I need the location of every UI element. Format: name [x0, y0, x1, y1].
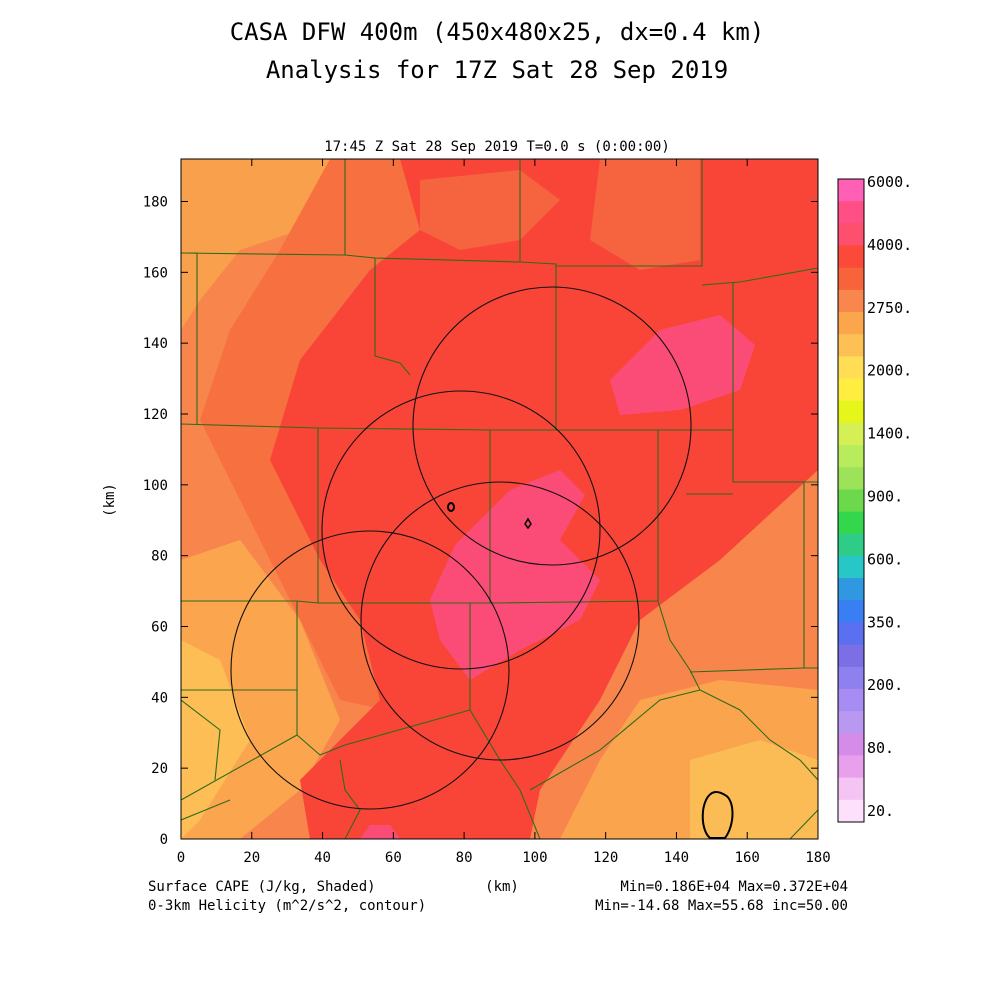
- plot-header: 17:45 Z Sat 28 Sep 2019 T=0.0 s (0:00:00…: [324, 139, 670, 155]
- colorbar-swatch: [838, 666, 864, 690]
- colorbar-swatch: [838, 267, 864, 291]
- radar-ring: [412, 286, 692, 566]
- colorbar-swatch: [838, 223, 864, 247]
- y-tick-label: 180: [143, 195, 168, 211]
- colorbar-swatch: [838, 312, 864, 335]
- x-tick-label: 120: [593, 850, 618, 866]
- y-tick-label: 120: [143, 407, 168, 423]
- x-tick-label: 0: [177, 850, 185, 866]
- x-tick-label: 40: [314, 850, 331, 866]
- x-axis-label: (km): [485, 879, 519, 895]
- colorbar-label: 80.: [867, 739, 894, 757]
- colorbar-swatch: [838, 533, 864, 557]
- y-axis-label: (km): [102, 483, 118, 517]
- y-tick-label: 80: [151, 549, 168, 565]
- field1-stats: Min=0.186E+04 Max=0.372E+04: [620, 879, 848, 895]
- colorbar-swatch: [838, 378, 864, 402]
- y-axis: 0 20 40 60 80 100 120 140 160 180: [143, 195, 818, 848]
- colorbar-swatch: [838, 289, 864, 313]
- field2-stats: Min=-14.68 Max=55.68 inc=50.00: [595, 898, 848, 914]
- colorbar-swatch: [838, 511, 864, 535]
- y-tick-label: 140: [143, 336, 168, 352]
- colorbar-swatch: [838, 555, 864, 579]
- field1-label: Surface CAPE (J/kg, Shaded): [148, 879, 376, 895]
- helicity-contour: [701, 790, 734, 839]
- x-tick-label: 180: [805, 850, 830, 866]
- colorbar-swatch: [838, 489, 864, 513]
- colorbar-swatch: [838, 711, 864, 734]
- colorbar-swatch: [838, 422, 864, 446]
- colorbar-swatch: [838, 600, 864, 623]
- y-tick-label: 40: [151, 690, 168, 706]
- colorbar-swatch: [838, 400, 864, 424]
- x-tick-label: 100: [522, 850, 547, 866]
- subtitle: Analysis for 17Z Sat 28 Sep 2019: [266, 56, 728, 84]
- county-lines: [181, 159, 818, 839]
- colorbar-label: 200.: [867, 676, 903, 694]
- colorbar-swatch: [838, 799, 864, 823]
- title: CASA DFW 400m (450x480x25, dx=0.4 km): [230, 18, 765, 46]
- colorbar-swatch: [838, 334, 864, 357]
- colorbar-swatch: [838, 688, 864, 712]
- radar-rings: [230, 286, 692, 810]
- helicity-contour: [447, 502, 455, 512]
- colorbar-label: 900.: [867, 488, 903, 506]
- y-tick-label: 0: [160, 832, 168, 848]
- x-tick-label: 140: [664, 850, 689, 866]
- radar-ring: [321, 390, 601, 670]
- x-tick-label: 20: [243, 850, 260, 866]
- colorbar-label: 1400.: [867, 425, 912, 443]
- colorbar-label: 2750.: [867, 299, 912, 317]
- colorbar-swatch: [838, 622, 864, 646]
- radar-ring: [230, 530, 510, 810]
- x-tick-label: 60: [385, 850, 402, 866]
- colorbar-swatch: [838, 578, 864, 601]
- colorbar-frame: [837, 178, 865, 823]
- colorbar-swatch: [838, 245, 864, 269]
- colorbar-swatch: [838, 179, 864, 202]
- field2-label: 0-3km Helicity (m^2/s^2, contour): [148, 898, 426, 914]
- colorbar-label: 600.: [867, 550, 903, 568]
- y-tick-label: 20: [151, 761, 168, 777]
- colorbar-label: 20.: [867, 802, 894, 820]
- helicity-contour: [524, 517, 532, 530]
- colorbar-label: 350.: [867, 613, 903, 631]
- radar-ring: [360, 481, 640, 761]
- colorbar-swatch: [838, 777, 864, 801]
- x-tick-label: 80: [456, 850, 473, 866]
- x-axis: 0 20 40 60 80 100 120 140 160 180: [177, 159, 831, 866]
- colorbar-swatch: [838, 445, 864, 468]
- colorbar-swatch: [838, 356, 864, 380]
- colorbar-label: 4000.: [867, 236, 912, 254]
- colorbar-swatch: [838, 201, 864, 224]
- y-tick-label: 160: [143, 265, 168, 281]
- plot-frame: [180, 158, 819, 840]
- cape-field: [181, 159, 818, 839]
- colorbar-swatch: [838, 644, 864, 668]
- y-tick-label: 100: [143, 478, 168, 494]
- helicity-contours: [447, 502, 734, 839]
- colorbar-label: 2000.: [867, 362, 912, 380]
- colorbar-swatch: [838, 755, 864, 779]
- colorbar-swatch: [838, 733, 864, 756]
- colorbar: 6000. 4000. 2750. 2000. 1400. 900. 600. 350. 200…: [837, 173, 912, 823]
- y-tick-label: 60: [151, 620, 168, 636]
- colorbar-label: 6000.: [867, 173, 912, 191]
- x-tick-label: 160: [735, 850, 760, 866]
- colorbar-swatch: [838, 467, 864, 490]
